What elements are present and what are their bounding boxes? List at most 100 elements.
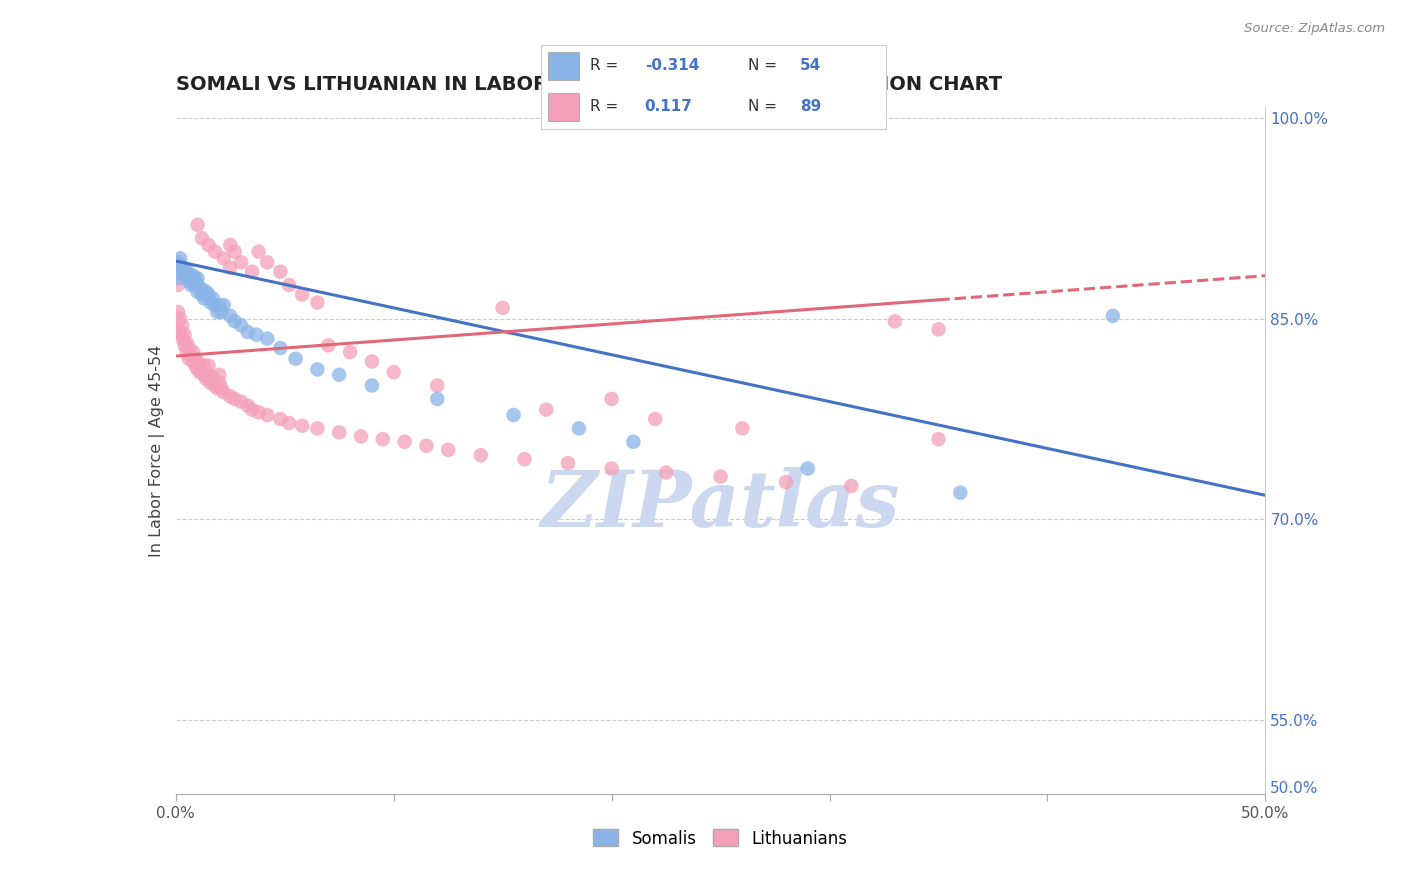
FancyBboxPatch shape (548, 53, 579, 80)
Point (204, 244, 226, 259)
Point (186, 271, 209, 285)
Point (307, 421, 329, 435)
Point (219, 260, 242, 275)
Point (181, 345, 204, 359)
Text: R =: R = (589, 58, 617, 73)
Point (557, 456, 579, 470)
Point (184, 278, 207, 293)
Point (201, 292, 224, 306)
Point (212, 252, 235, 266)
Y-axis label: In Labor Force | Age 45-54: In Labor Force | Age 45-54 (149, 344, 165, 557)
Text: 54: 54 (800, 58, 821, 73)
Point (212, 298, 235, 312)
Point (245, 327, 267, 342)
Text: SOMALI VS LITHUANIAN IN LABOR FORCE | AGE 45-54 CORRELATION CHART: SOMALI VS LITHUANIAN IN LABOR FORCE | AG… (176, 75, 1002, 95)
Point (278, 278, 301, 293)
Point (928, 322, 950, 336)
Point (269, 265, 291, 279)
Point (205, 381, 228, 395)
Point (841, 479, 863, 493)
Point (172, 263, 194, 277)
Point (231, 394, 253, 409)
Text: N =: N = (748, 58, 778, 73)
Point (415, 439, 437, 453)
Point (188, 282, 211, 296)
Point (201, 370, 224, 384)
Point (177, 341, 200, 355)
Point (181, 277, 204, 291)
Point (195, 285, 218, 299)
Point (328, 425, 350, 440)
Point (186, 354, 209, 368)
Point (181, 354, 204, 368)
Point (176, 263, 198, 277)
Point (775, 475, 797, 489)
Point (339, 345, 361, 359)
Point (197, 359, 219, 373)
Point (208, 298, 231, 312)
Point (318, 338, 340, 352)
Point (193, 368, 215, 382)
Point (426, 392, 449, 406)
Point (278, 416, 301, 430)
Point (208, 376, 231, 390)
Point (205, 305, 228, 319)
Point (437, 442, 460, 457)
Point (231, 318, 253, 333)
Point (284, 351, 307, 366)
Point (197, 368, 219, 382)
Point (219, 389, 242, 403)
Point (204, 298, 226, 312)
Point (644, 412, 666, 426)
Point (710, 469, 733, 483)
Point (191, 231, 214, 245)
Point (184, 351, 207, 366)
Point (212, 385, 235, 400)
Point (350, 429, 373, 443)
Point (173, 327, 195, 342)
Point (240, 265, 263, 279)
Point (169, 252, 191, 266)
Point (167, 278, 190, 293)
Legend: Somalis, Lithuanians: Somalis, Lithuanians (586, 822, 855, 855)
Point (167, 265, 190, 279)
Point (224, 314, 246, 328)
Point (219, 309, 242, 323)
Point (949, 485, 972, 500)
Point (177, 274, 200, 288)
Point (180, 268, 202, 283)
Point (371, 432, 394, 446)
Point (197, 287, 219, 301)
Point (884, 314, 907, 328)
Point (360, 378, 382, 392)
Text: Source: ZipAtlas.com: Source: ZipAtlas.com (1244, 22, 1385, 36)
Point (176, 345, 198, 359)
Point (236, 399, 259, 413)
Point (328, 368, 350, 382)
Point (360, 354, 382, 368)
Point (186, 362, 209, 376)
Point (731, 421, 754, 435)
Point (204, 378, 226, 392)
Point (1102, 309, 1125, 323)
Text: 0.117: 0.117 (645, 99, 693, 114)
Point (177, 351, 200, 366)
Point (173, 262, 195, 277)
Point (176, 268, 198, 283)
Point (307, 362, 329, 376)
Point (269, 412, 291, 426)
Point (534, 402, 557, 417)
Point (197, 238, 219, 252)
Point (200, 295, 222, 310)
Point (172, 332, 194, 346)
Point (167, 325, 190, 339)
Point (184, 359, 207, 373)
Text: -0.314: -0.314 (645, 58, 699, 73)
Point (513, 452, 536, 467)
Point (568, 421, 591, 435)
Point (186, 278, 209, 293)
Point (236, 325, 259, 339)
Point (269, 341, 291, 355)
Point (180, 349, 202, 363)
Point (169, 325, 191, 339)
